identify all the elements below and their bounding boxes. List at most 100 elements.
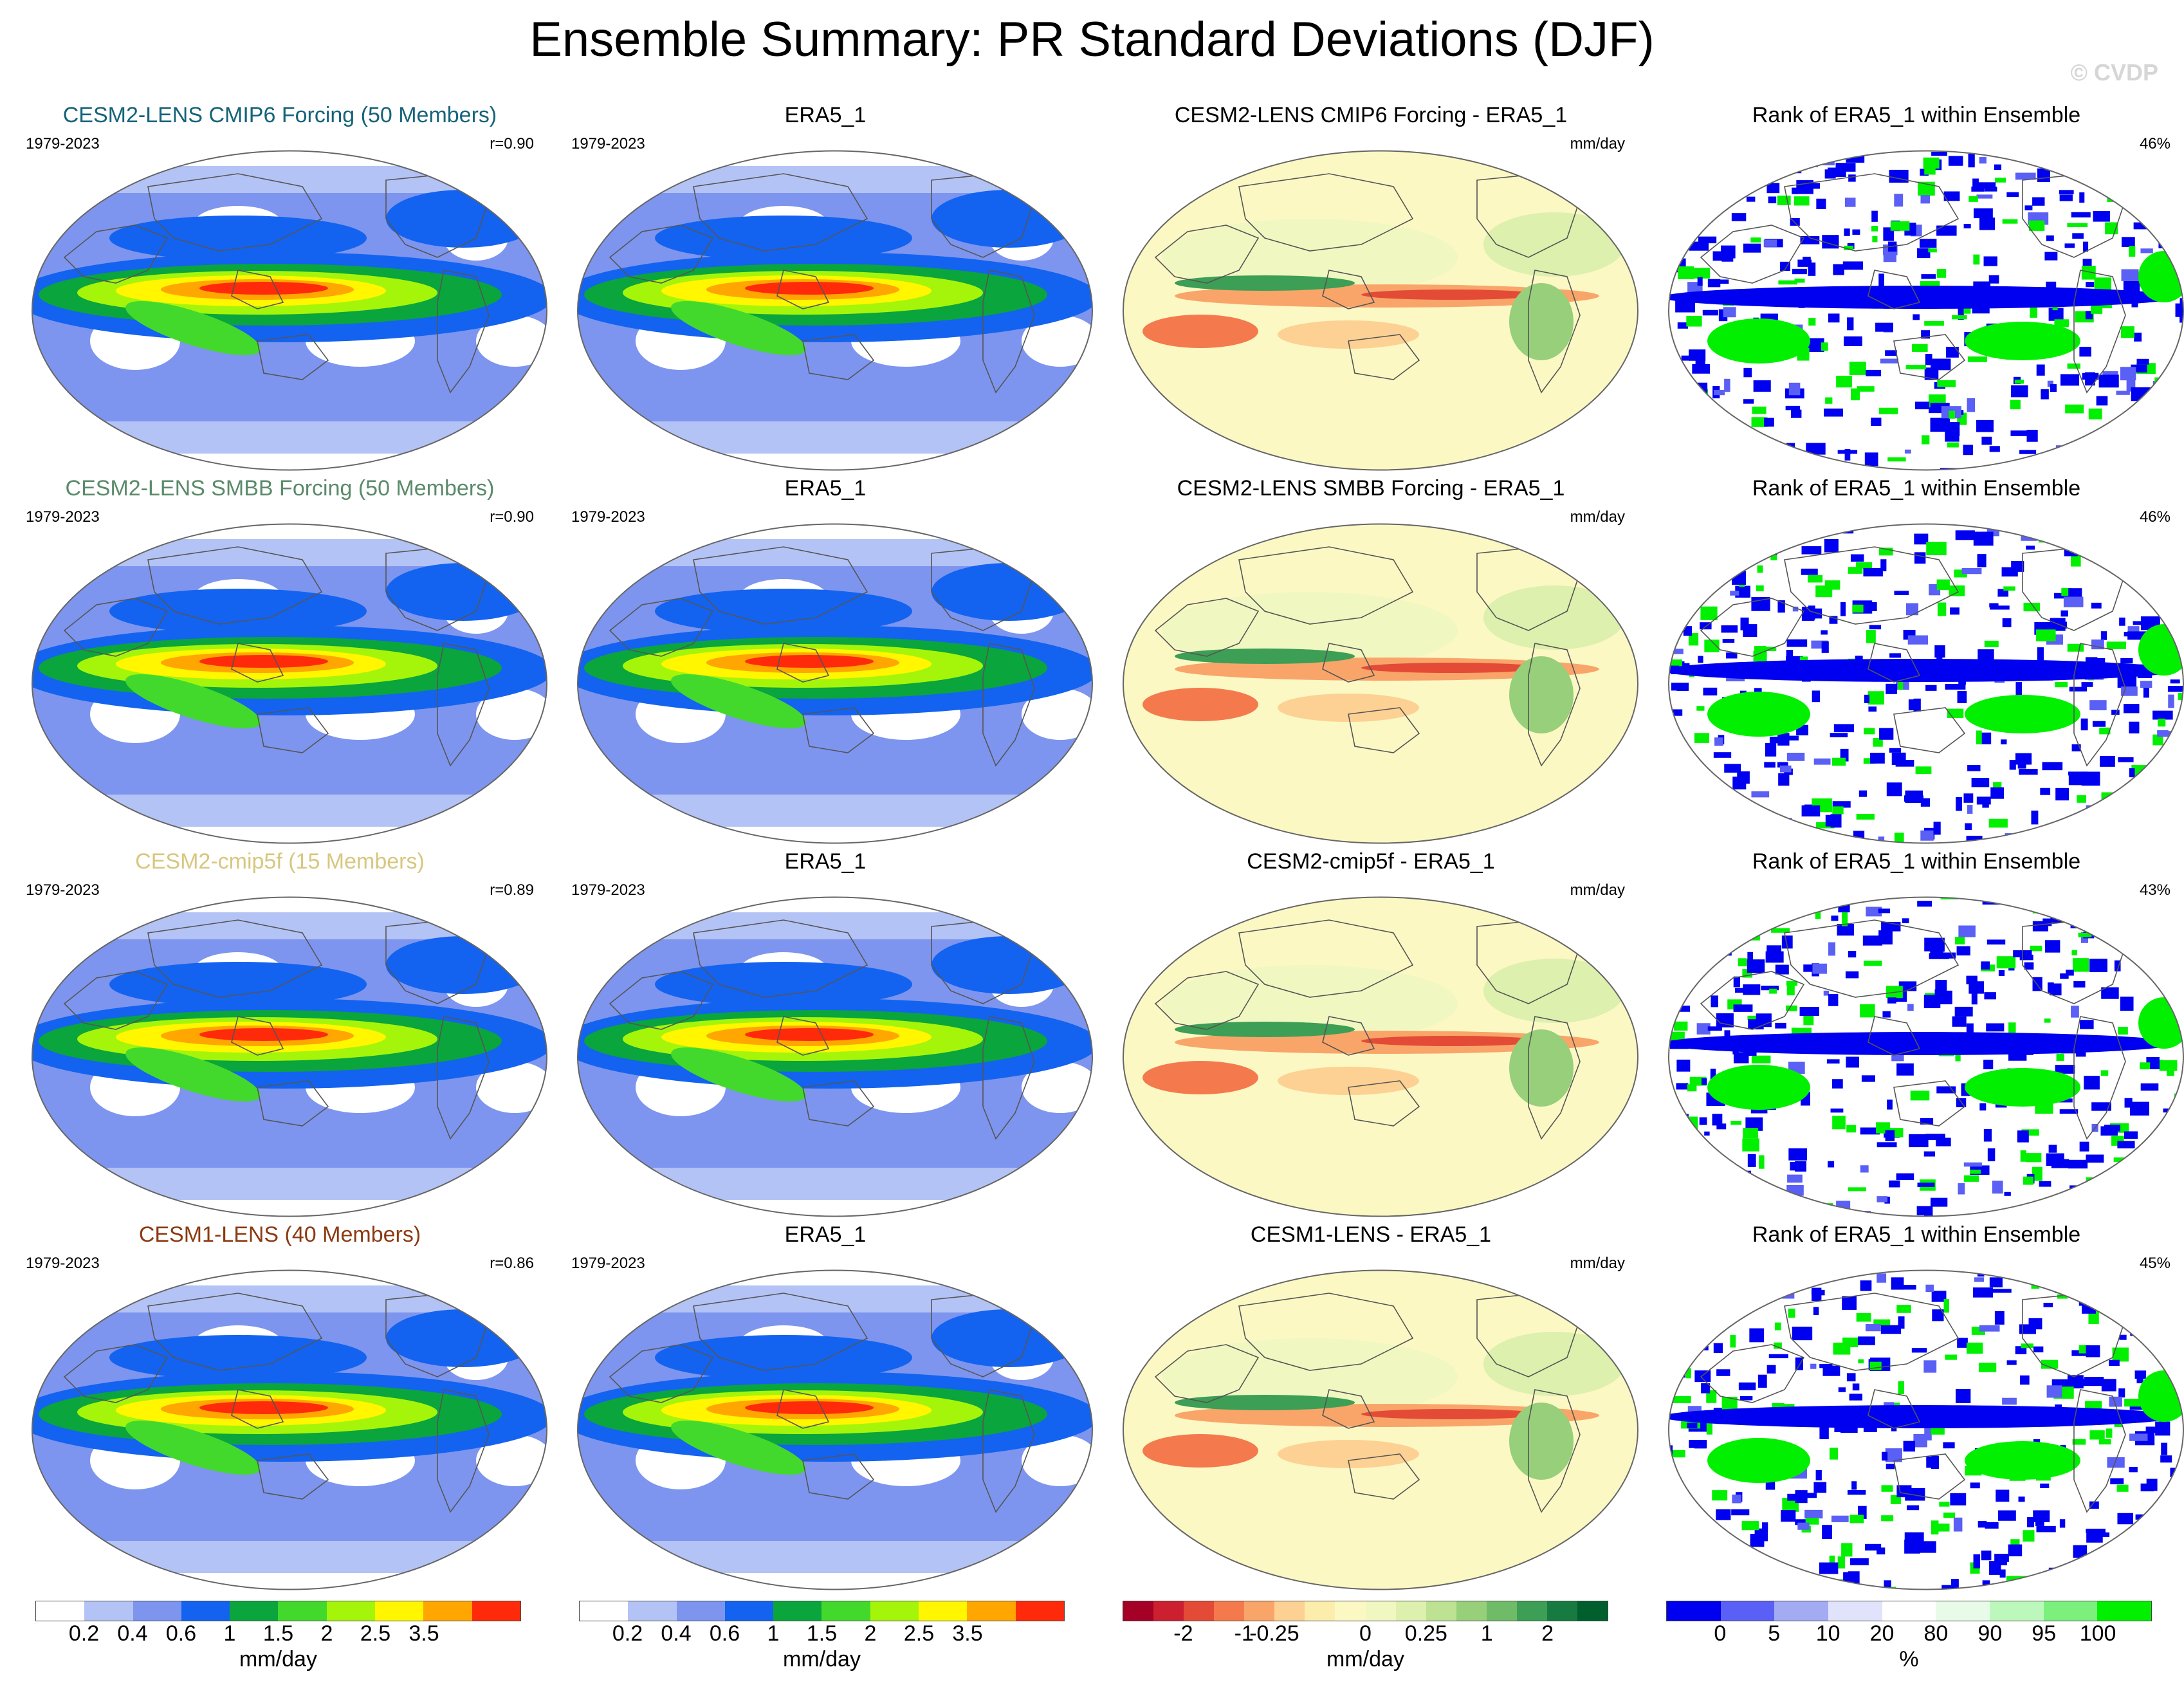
panel-model-row1: CESM2-LENS CMIP6 Forcing (50 Members) 197… xyxy=(13,103,547,471)
colorbar-swatch xyxy=(2043,1601,2098,1621)
colorbar-tick-label: -0.25 xyxy=(1249,1621,1299,1646)
panel-diff-row2: CESM2-LENS SMBB Forcing - ERA5_1 mm/day xyxy=(1104,476,1638,844)
map-model xyxy=(32,150,547,471)
panel-title: CESM1-LENS (40 Members) xyxy=(138,1222,421,1247)
colorbar-swatch xyxy=(821,1601,870,1621)
colorbar-swatch xyxy=(230,1601,279,1621)
colorbar-swatch xyxy=(1365,1601,1396,1621)
map-diff xyxy=(1123,1269,1638,1590)
colorbar-swatches xyxy=(1666,1601,2152,1621)
colorbar-swatches xyxy=(1123,1601,1608,1621)
panel-obs-row4: ERA5_1 1979-2023 xyxy=(558,1222,1093,1590)
panel-title: Rank of ERA5_1 within Ensemble xyxy=(1752,103,2081,127)
colorbar-tick-label: 2 xyxy=(1541,1621,1554,1646)
colorbar-swatch xyxy=(724,1601,774,1621)
colorbar-tick-label: 0.2 xyxy=(612,1621,643,1646)
pattern-correlation: r=0.89 xyxy=(490,881,534,899)
map-model xyxy=(32,896,547,1217)
colorbar-swatch xyxy=(580,1601,629,1621)
colorbar-units: mm/day xyxy=(783,1647,861,1671)
colorbar-2: 0.2 0.4 0.6 1 1.5 2 2.5 3.5 mm/day xyxy=(579,1601,1065,1672)
colorbar-swatches xyxy=(35,1601,521,1621)
colorbar-swatch xyxy=(1305,1601,1335,1621)
colorbar-swatch xyxy=(1153,1601,1184,1621)
colorbar-swatch xyxy=(773,1601,822,1621)
panel-obs-row2: ERA5_1 1979-2023 xyxy=(558,476,1093,844)
colorbar-tick-label: 0 xyxy=(1714,1621,1727,1646)
panel-title: Rank of ERA5_1 within Ensemble xyxy=(1752,476,2081,501)
colorbar-tick-label: 10 xyxy=(1815,1621,1840,1646)
colorbar-tick-label: 1.5 xyxy=(806,1621,838,1646)
colorbar-swatch xyxy=(1667,1601,1721,1621)
panel-title: CESM1-LENS - ERA5_1 xyxy=(1250,1222,1492,1247)
rank-percent: 45% xyxy=(2139,1255,2170,1272)
colorbar-swatch xyxy=(326,1601,376,1621)
panel-title: CESM2-LENS CMIP6 Forcing (50 Members) xyxy=(62,103,497,127)
colorbar-3: -2 -1 -0.25 0 0.25 1 2 mm/day xyxy=(1123,1601,1608,1672)
map-diff xyxy=(1123,896,1638,1217)
colorbar-tick-label: 1 xyxy=(223,1621,236,1646)
cvdp-watermark: © CVDP xyxy=(2070,59,2158,86)
colorbar-tick-label: 0.6 xyxy=(165,1621,197,1646)
map-model xyxy=(32,1269,547,1590)
map-diff xyxy=(1123,523,1638,844)
rank-percent: 46% xyxy=(2139,135,2170,152)
colorbar-swatch xyxy=(1828,1601,1882,1621)
colorbar-tick-label: 0.4 xyxy=(661,1621,692,1646)
panel-title: CESM2-LENS SMBB Forcing (50 Members) xyxy=(65,476,495,501)
map-obs xyxy=(577,896,1093,1217)
colorbar-swatch xyxy=(1577,1601,1608,1621)
colorbar-tick-label: 2 xyxy=(864,1621,877,1646)
panel-rank-row4: Rank of ERA5_1 within Ensemble 45% xyxy=(1649,1222,2184,1590)
colorbar-swatch xyxy=(1720,1601,1775,1621)
colorbar-tick-label: 1 xyxy=(767,1621,780,1646)
map-obs xyxy=(577,150,1093,471)
colorbar-swatch xyxy=(1395,1601,1426,1621)
colorbar-swatch xyxy=(133,1601,181,1621)
colorbar-units: mm/day xyxy=(239,1647,317,1671)
panel-diff-row1: CESM2-LENS CMIP6 Forcing - ERA5_1 mm/day xyxy=(1104,103,1638,471)
colorbar-swatch xyxy=(1335,1601,1366,1621)
colorbar-swatch xyxy=(1546,1601,1577,1621)
colorbar-swatch xyxy=(919,1601,968,1621)
colorbar-tick-label: 20 xyxy=(1869,1621,1895,1646)
colorbar-tick-label: 0.6 xyxy=(709,1621,740,1646)
colorbar-swatch xyxy=(1936,1601,1990,1621)
colorbar-tick-label: 3.5 xyxy=(408,1621,439,1646)
panel-title: ERA5_1 xyxy=(784,476,867,501)
colorbar-tick-label: 0.2 xyxy=(68,1621,100,1646)
units-label: mm/day xyxy=(1570,1255,1625,1272)
units-label: mm/day xyxy=(1570,508,1625,526)
colorbar-tick-label: 95 xyxy=(2032,1621,2057,1646)
colorbar-swatch xyxy=(1244,1601,1275,1621)
colorbar-swatch xyxy=(1990,1601,2044,1621)
colorbar-swatch xyxy=(1516,1601,1547,1621)
panel-model-row2: CESM2-LENS SMBB Forcing (50 Members) 1979… xyxy=(13,476,547,844)
colorbar-swatch xyxy=(1486,1601,1517,1621)
colorbar-tick-label: 0.25 xyxy=(1404,1621,1447,1646)
colorbar-tick-label: 2 xyxy=(320,1621,333,1646)
colorbar-swatch xyxy=(84,1601,133,1621)
colorbar-swatch xyxy=(628,1601,677,1621)
panel-title: ERA5_1 xyxy=(784,849,867,874)
period-label: 1979-2023 xyxy=(26,508,100,526)
colorbar-swatch xyxy=(676,1601,725,1621)
panel-title: CESM2-cmip5f (15 Members) xyxy=(135,849,425,874)
rank-percent: 46% xyxy=(2139,508,2170,526)
colorbar-4: 0 5 10 20 80 90 95 100% xyxy=(1666,1601,2152,1672)
colorbar-swatch xyxy=(375,1601,424,1621)
panel-title: CESM2-LENS CMIP6 Forcing - ERA5_1 xyxy=(1174,103,1568,127)
panel-title: ERA5_1 xyxy=(784,103,867,127)
figure-title: Ensemble Summary: PR Standard Deviations… xyxy=(529,12,1655,67)
colorbar-tick-label: 2.5 xyxy=(903,1621,935,1646)
colorbar-units: % xyxy=(1899,1647,1919,1671)
colorbar-swatch xyxy=(1015,1601,1064,1621)
colorbar-tick-label: 1 xyxy=(1480,1621,1493,1646)
colorbar-swatch xyxy=(1456,1601,1487,1621)
colorbar-tick-label: 0 xyxy=(1359,1621,1372,1646)
colorbar-tick-label: 5 xyxy=(1768,1621,1781,1646)
pattern-correlation: r=0.90 xyxy=(490,508,534,526)
map-rank xyxy=(1668,896,2184,1217)
panel-title: Rank of ERA5_1 within Ensemble xyxy=(1752,849,2081,874)
panel-title: Rank of ERA5_1 within Ensemble xyxy=(1752,1222,2081,1247)
